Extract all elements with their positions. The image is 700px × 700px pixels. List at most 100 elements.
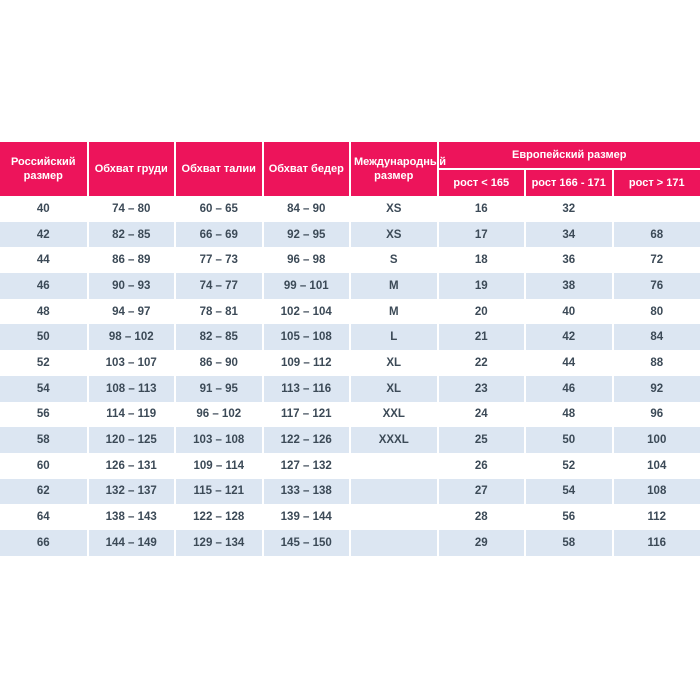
table-row: 42 82 – 85 66 – 69 92 – 95 XS 17 34 68 [0,221,700,248]
table-cell: 66 – 69 [175,221,264,248]
header-height-gt-171: рост > 171 [612,169,700,196]
table-row: 54 108 – 113 91 – 95 113 – 116 XL 23 46 92 [0,375,700,402]
table-cell: 52 [0,350,89,376]
table-cell: 129 – 134 [175,529,264,556]
table-cell: 44 [0,247,89,274]
table-cell: 120 – 125 [87,427,176,453]
table-cell: XXL [350,401,439,428]
table-cell: 38 [525,273,614,299]
table-cell: 105 – 108 [262,324,351,351]
table-cell: 82 – 85 [87,221,176,248]
table-cell: 42 [525,324,614,351]
table-cell: 72 [650,254,664,267]
table-cell: 50 [525,427,614,453]
table-row: 56 114 – 119 96 – 102 117 – 121 XXL 24 48 96 [0,401,700,428]
table-cell: 36 [525,247,614,274]
table-cell: 109 – 114 [175,452,264,479]
table-cell: 24 [437,401,526,428]
table-cell: XS [350,221,439,248]
table-cell: 122 – 126 [262,427,351,453]
table-cell: 113 – 116 [262,375,351,402]
table-cell: 46 [0,273,89,299]
table-cell: 96 [650,408,664,421]
table-cell: L [350,324,439,351]
header-height-166-171: рост 166 - 171 [525,169,614,196]
table-cell: 28 [437,504,526,530]
table-cell: 48 [0,298,89,325]
table-cell: 116 [647,536,667,549]
header-waist: Обхват талии [175,142,264,196]
table-row: 44 86 – 89 77 – 73 96 – 98 S 18 36 72 [0,247,700,274]
table-cell: 40 [0,196,89,222]
table-cell: 108 [647,485,667,498]
table-cell [350,452,439,479]
table-cell: 99 – 101 [262,273,351,299]
header-international-size: Международный размер [350,142,446,196]
table-cell: 48 [525,401,614,428]
table-cell: 58 [525,529,614,556]
table-cell: 92 – 95 [262,221,351,248]
table-row: 64 138 – 143 122 – 128 139 – 144 28 56 112 [0,504,700,530]
table-cell: 82 – 85 [175,324,264,351]
table-cell: 80 [650,305,664,318]
table-cell: 54 [0,375,89,402]
table-cell: 112 [647,511,667,524]
table-row: 50 98 – 102 82 – 85 105 – 108 L 21 42 84 [0,324,700,351]
table-cell: 74 – 80 [87,196,176,222]
table-cell [350,478,439,505]
table-cell: 138 – 143 [87,504,176,530]
table-row: 40 74 – 80 60 – 65 84 – 90 XS 16 32 [0,196,700,222]
table-cell: 122 – 128 [175,504,264,530]
table-cell: 16 [437,196,526,222]
table-cell [613,196,700,222]
table-cell: 74 – 77 [175,273,264,299]
table-row: 58 120 – 125 103 – 108 122 – 126 XXXL 25 50 100 [0,427,700,453]
header-hips: Обхват бедер [262,142,351,196]
table-cell: 132 – 137 [87,478,176,505]
table-cell: 50 [0,324,89,351]
header-european-size-group: Европейский размер [437,142,700,170]
table-cell: XS [350,196,439,222]
table-cell: 104 [647,459,667,472]
table-cell: 64 [0,504,89,530]
table-cell: M [350,298,439,325]
table-cell: 88 [650,356,664,369]
header-height-lt-165: рост < 165 [437,169,526,196]
table-cell: 145 – 150 [262,529,351,556]
table-cell: 86 – 89 [87,247,176,274]
table-row: 48 94 – 97 78 – 81 102 – 104 M 20 40 80 [0,298,700,325]
table-cell: 144 – 149 [87,529,176,556]
table-row: 60 126 – 131 109 – 114 127 – 132 26 52 104 [0,452,700,479]
table-cell: 114 – 119 [87,401,176,428]
table-cell: 102 – 104 [262,298,351,325]
table-body: 40 74 – 80 60 – 65 84 – 90 XS 16 32 42 82 – 85 66… [0,196,700,556]
table-cell: 103 – 107 [87,350,176,376]
table-cell: 139 – 144 [262,504,351,530]
table-cell: 108 – 113 [87,375,176,402]
table-cell: 133 – 138 [262,478,351,505]
table-cell: 96 – 98 [262,247,351,274]
table-cell: 42 [0,221,89,248]
size-chart-table: Российский размер Обхват груди Обхват та… [0,142,700,556]
table-cell: 126 – 131 [87,452,176,479]
table-cell: 32 [525,196,614,222]
table-cell: 40 [525,298,614,325]
table-cell: 92 [650,382,664,395]
table-cell: 44 [525,350,614,376]
table-cell: 109 – 112 [262,350,351,376]
table-cell: 84 – 90 [262,196,351,222]
table-cell: 90 – 93 [87,273,176,299]
table-cell: 100 [647,434,667,447]
table-cell: 52 [525,452,614,479]
table-cell: 60 [0,452,89,479]
table-cell: 115 – 121 [175,478,264,505]
table-cell: 34 [525,221,614,248]
table-cell: 19 [437,273,526,299]
table-row: 62 132 – 137 115 – 121 133 – 138 27 54 108 [0,478,700,505]
table-cell: 103 – 108 [175,427,264,453]
table-cell: 66 [0,529,89,556]
table-cell: 54 [525,478,614,505]
table-cell: 18 [437,247,526,274]
table-cell: 76 [650,279,664,292]
